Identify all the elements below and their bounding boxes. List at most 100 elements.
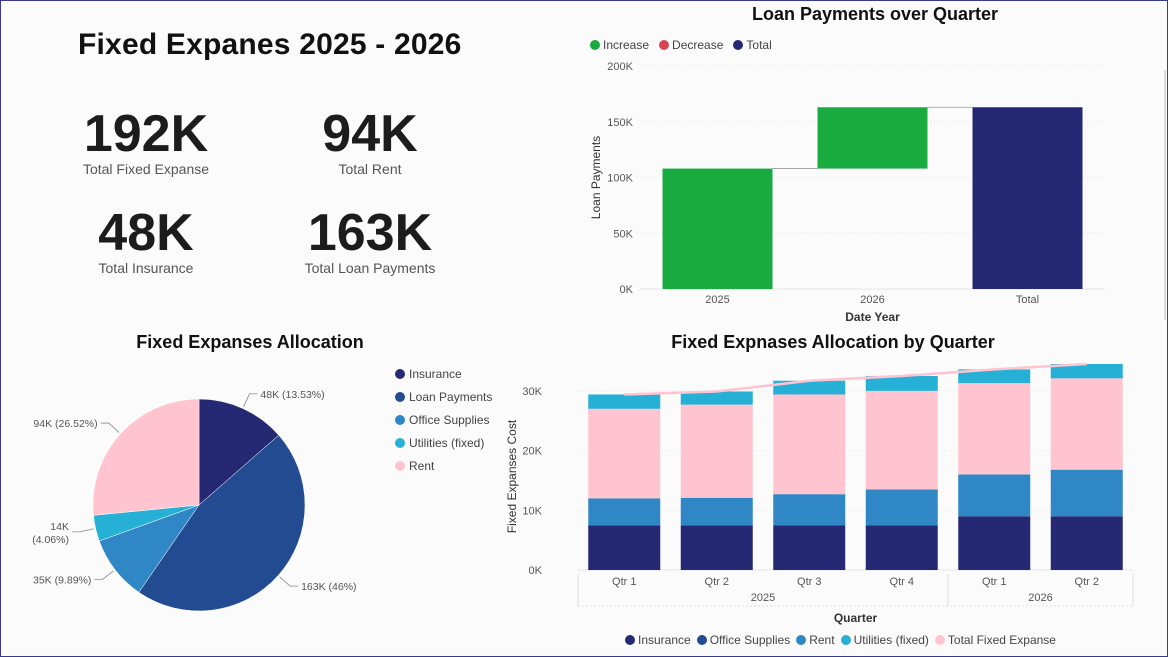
y-tick-label: 10K (522, 505, 542, 517)
legend-label: Total Fixed Expanse (947, 633, 1056, 647)
x-tick-label: Total (1016, 294, 1039, 306)
legend-item-rent[interactable]: Rent (796, 633, 835, 647)
legend-label: Office Supplies (709, 633, 791, 647)
pie-leader-line (100, 422, 120, 433)
legend-label: Insurance (638, 633, 691, 647)
legend-item-insurance[interactable]: Insurance (395, 362, 492, 385)
x-group-label: 2025 (751, 592, 775, 604)
stacked-bar-segment (773, 380, 846, 395)
kpi-label: Total Loan Payments (304, 260, 436, 276)
stacked-bar-segment (1050, 469, 1123, 517)
kpi-total-loan-payments[interactable]: 163K Total Loan Payments (260, 205, 480, 276)
stacked-bar-segment (1050, 516, 1123, 570)
x-tick-label: Qtr 1 (612, 576, 636, 588)
legend-dot (395, 391, 405, 402)
x-axis-title: Date Year (845, 310, 900, 324)
y-tick-label: 0K (529, 565, 543, 577)
x-tick-label: Qtr 2 (1075, 576, 1099, 588)
legend-item-utilities[interactable]: Utilities (fixed) (840, 633, 929, 647)
legend-dot (659, 40, 670, 50)
waterfall-bar (662, 168, 773, 289)
pie-leader-line (71, 528, 94, 533)
kpi-value: 94K (322, 105, 418, 163)
stacked-bar-segment (588, 525, 661, 570)
y-tick-label: 150K (607, 117, 633, 129)
stacked-bar-segment (958, 369, 1031, 384)
legend-label: Utilities (fixed) (409, 435, 485, 450)
pie-data-label: 94K (26.52%) (33, 418, 97, 430)
x-axis-title: Quarter (834, 611, 878, 625)
kpi-label: Total Fixed Expanse (82, 161, 210, 177)
legend-label: Total (746, 38, 772, 52)
y-tick-label: 0K (620, 284, 634, 296)
stacked-bar-segment (588, 498, 661, 526)
x-tick-label: Qtr 4 (890, 576, 914, 588)
stacked-bar-segment (588, 408, 661, 499)
legend-item-increase[interactable]: Increase (590, 38, 649, 52)
legend-item-rent[interactable]: Rent (395, 454, 492, 477)
y-tick-label: 30K (522, 386, 542, 398)
pie-chart-title: Fixed Expanses Allocation (136, 332, 364, 352)
legend-label: Utilities (fixed) (853, 633, 929, 647)
stacked-bar-segment (865, 489, 938, 526)
stacked-bar-segment (1050, 364, 1123, 379)
page-title: Fixed Expanes 2025 - 2026 (78, 28, 462, 61)
waterfall-bar (972, 107, 1083, 289)
legend-label: Insurance (409, 366, 462, 381)
pie-slice (92, 398, 200, 516)
stacked-bar-segment (680, 525, 753, 570)
waterfall-chart: 0K 50K 100K 150K 200K 2025 2026 Total Date Year L… (589, 61, 1105, 324)
legend-item-office-supplies[interactable]: Office Supplies (696, 633, 791, 647)
y-axis-title: Loan Payments (589, 136, 603, 219)
legend-dot (934, 635, 945, 645)
legend-item-total-fixed-expanse[interactable]: Total Fixed Expanse (934, 633, 1056, 647)
legend-item-insurance[interactable]: Insurance (625, 633, 691, 647)
legend-dot (395, 437, 405, 448)
stacked-bar-chart: 0K 10K 20K 30K Qtr 1 Qtr 2 Qtr 3 Qtr 4 Qtr 1 Qtr … (505, 362, 1134, 625)
x-tick-label: 2026 (860, 294, 884, 306)
y-tick-label: 200K (607, 61, 633, 73)
pie-leader-line (94, 570, 114, 580)
y-tick-label: 50K (613, 228, 633, 240)
legend-dot (395, 414, 405, 425)
legend-dot (696, 635, 707, 645)
stacked-bar-segment (588, 394, 661, 409)
legend-item-office-supplies[interactable]: Office Supplies (395, 408, 492, 431)
kpi-total-insurance[interactable]: 48K Total Insurance (36, 205, 256, 276)
stacked-bar-segment (773, 525, 846, 570)
stacked-bar-segment (680, 404, 753, 498)
kpi-value: 192K (83, 105, 209, 163)
kpi-total-fixed-expense[interactable]: 192K Total Fixed Expanse (36, 106, 256, 177)
stacked-bar-segment (1050, 378, 1123, 470)
kpi-total-rent[interactable]: 94K Total Rent (260, 106, 480, 177)
y-tick-label: 100K (607, 173, 633, 185)
pie-slice (138, 434, 306, 612)
legend-label: Rent (809, 633, 835, 647)
x-tick-label: 2025 (705, 294, 729, 306)
pie-data-label: 163K (46%) (301, 581, 356, 593)
kpi-value: 163K (307, 204, 433, 262)
legend-item-utilities[interactable]: Utilities (fixed) (395, 431, 492, 454)
waterfall-legend: Increase Decrease Total (590, 38, 772, 52)
stacked-bar-segment (773, 394, 846, 495)
legend-item-decrease[interactable]: Decrease (659, 38, 723, 52)
legend-label: Office Supplies (409, 412, 490, 427)
stacked-bar-segment (865, 375, 938, 391)
stacked-bar-segment (680, 497, 753, 526)
kpi-value: 48K (98, 204, 194, 262)
y-axis-title: Fixed Expanses Cost (505, 419, 519, 533)
stacked-legend: Insurance Office Supplies Rent Utilities… (625, 633, 1056, 647)
stacked-bar-segment (773, 494, 846, 526)
legend-label: Decrease (672, 38, 724, 52)
x-tick-label: Qtr 1 (982, 576, 1006, 588)
legend-item-total[interactable]: Total (733, 38, 772, 52)
waterfall-bar (817, 107, 928, 169)
pie-data-label: 14K (50, 521, 69, 533)
legend-dot (840, 635, 851, 645)
pie-data-label: 35K (9.89%) (33, 574, 91, 586)
waterfall-chart-title: Loan Payments over Quarter (751, 4, 999, 24)
x-group-label: 2026 (1028, 592, 1052, 604)
x-tick-label: Qtr 2 (705, 576, 729, 588)
legend-dot (733, 40, 744, 50)
legend-item-loan-payments[interactable]: Loan Payments (395, 385, 492, 408)
